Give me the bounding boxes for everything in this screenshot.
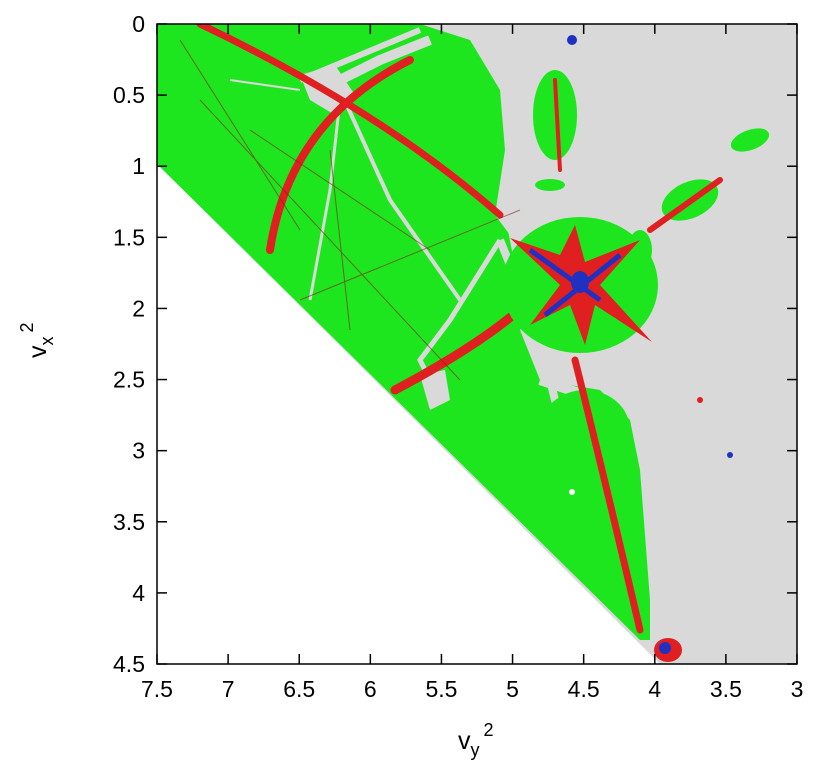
- red-arc-4: [571, 356, 644, 634]
- red-arc-1: [196, 24, 504, 219]
- x-tick-label: 6: [364, 676, 377, 702]
- x-tick-label: 3: [791, 676, 804, 702]
- grey-patch-lower: [420, 370, 450, 410]
- y-axis-label: vx2: [17, 322, 57, 358]
- thin-lines: [179, 39, 521, 381]
- x-axis-label: vy2: [458, 720, 494, 760]
- spots: [567, 35, 733, 662]
- y-tick-label: 1.5: [113, 224, 145, 250]
- x-tick-label: 4: [648, 676, 661, 702]
- y-tick-label: 3: [132, 438, 145, 464]
- y-tick-label: 4: [132, 580, 145, 606]
- y-tick-label: 4.5: [113, 651, 145, 677]
- y-tick-label: 2.5: [113, 367, 145, 393]
- y-axis: 0 0.5 1 1.5 2 2.5 3 3.5 4 4.5: [113, 11, 797, 677]
- y-tick-label: 2: [132, 295, 145, 321]
- plot-area: [157, 24, 797, 664]
- plot-frame: [156, 23, 798, 665]
- red-arc-6: [647, 177, 723, 233]
- y-tick-label: 0: [132, 11, 145, 37]
- red-arc-5: [553, 78, 562, 172]
- y-tick-label: 3.5: [113, 509, 145, 535]
- x-tick-label: 5.5: [425, 676, 457, 702]
- red-arcs: [196, 24, 723, 634]
- y-tick-label: 0.5: [113, 82, 145, 108]
- empty-region: [157, 164, 660, 664]
- y-tick-label: 1: [132, 153, 145, 179]
- x-tick-label: 6.5: [283, 676, 315, 702]
- x-tick-label: 5: [506, 676, 519, 702]
- blue-core: [571, 271, 589, 293]
- central-structure: [502, 217, 658, 353]
- green-main-region: [157, 24, 650, 640]
- red-arc-2: [266, 56, 414, 254]
- x-tick-label: 7.5: [141, 676, 173, 702]
- x-tick-label: 4.5: [568, 676, 600, 702]
- x-tick-label: 7: [222, 676, 235, 702]
- x-axis: 7.5 7 6.5 6 5.5 5 4.5 4 3.5 3: [141, 24, 803, 702]
- x-tick-label: 3.5: [710, 676, 742, 702]
